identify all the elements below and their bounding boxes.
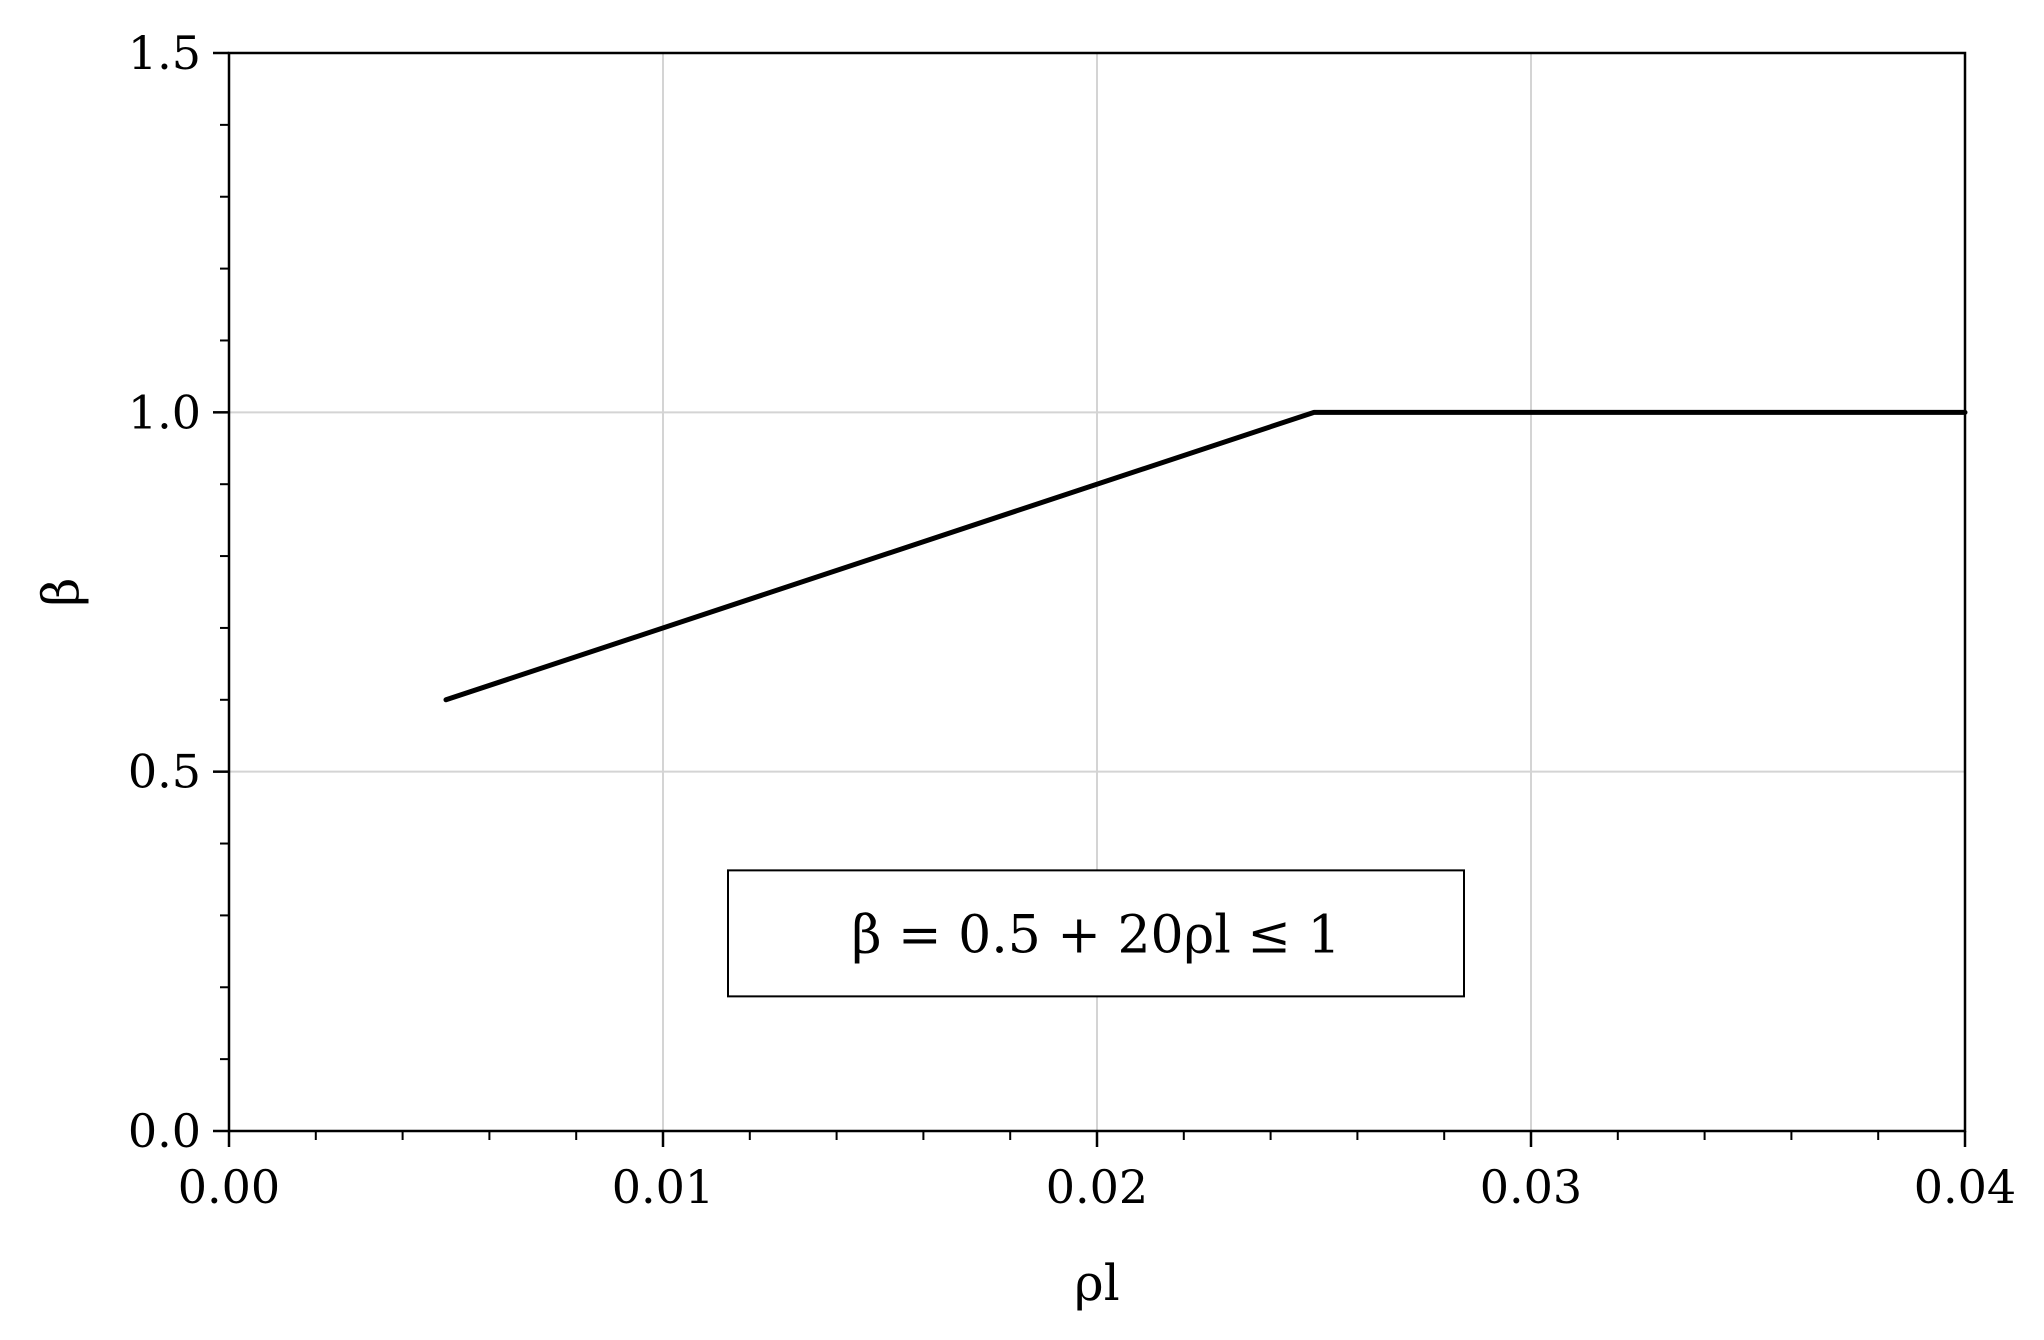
series-line [443,409,1968,703]
x-tick-label: 0.02 [1046,1160,1148,1214]
x-tick-label: 0.03 [1480,1160,1582,1214]
series-layer [443,409,1968,703]
y-tick-label: 0.5 [128,745,201,799]
y-tick-label: 0.0 [128,1104,201,1158]
y-tick-label: 1.5 [128,26,201,80]
x-axis-title: ρl [1074,1254,1119,1312]
formula-box [727,869,1465,998]
x-tick-label: 0.00 [178,1160,280,1214]
formula-text: β = 0.5 + 20ρl ≤ 1 [851,905,1340,965]
gridlines [229,53,1965,1131]
y-tick-label: 1.0 [128,385,201,439]
x-tick-label: 0.01 [612,1160,714,1214]
y-axis-title: β [32,578,90,607]
formula-annotation: β = 0.5 + 20ρl ≤ 1 [727,869,1465,998]
axis-ticks: 0.00 0.01 0.02 0.03 0.04 0.0 0.5 1.0 1.5 [128,26,2016,1214]
x-tick-label: 0.04 [1914,1160,2016,1214]
